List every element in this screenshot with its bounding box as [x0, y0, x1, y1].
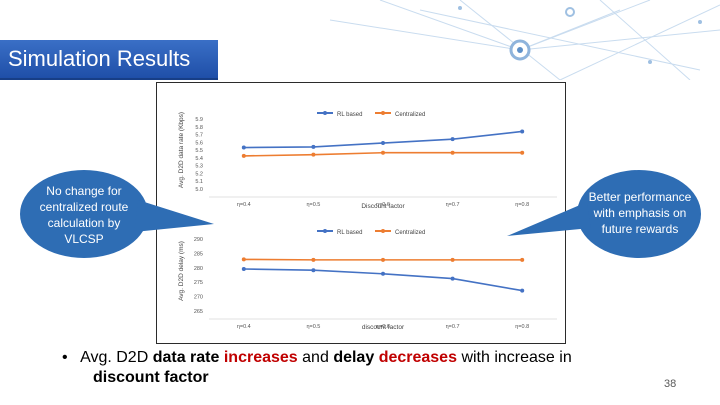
bullet-and: and [302, 349, 329, 366]
y-tick-label: 5.4 [195, 156, 203, 162]
data-point [241, 257, 246, 262]
x-axis-label: discount factor [362, 324, 405, 331]
legend-label: RL based [337, 112, 362, 118]
y-tick-label: 270 [194, 295, 203, 301]
y-tick-label: 5.7 [195, 133, 203, 139]
title-bar: Simulation Results [0, 40, 218, 80]
x-tick-label: η=0.8 [515, 202, 529, 208]
x-tick-label: η=0.7 [446, 202, 460, 208]
y-tick-label: 275 [194, 280, 203, 286]
y-tick-label: 5.1 [195, 179, 203, 185]
data-point [520, 129, 525, 134]
bullet-prefix: Avg. D2D [80, 349, 149, 366]
bullet-term-delay: delay [333, 349, 375, 366]
bullet-point: • Avg. D2D data rate increases and delay… [62, 348, 662, 388]
chart-frame: RL based Centralized 5.9 5.8 5.7 5.6 5.5 5.4 5.3… [156, 82, 566, 344]
right-callout: Better performance with emphasis on futu… [578, 189, 702, 237]
data-point [241, 145, 246, 150]
legend-marker [381, 111, 385, 115]
y-tick-label: 5.2 [195, 171, 203, 177]
data-point [381, 150, 385, 155]
page-number: 38 [664, 378, 677, 390]
left-callout-line: calculation by [47, 216, 121, 230]
data-point [450, 257, 455, 262]
bullet-tail: with increase in [461, 349, 572, 366]
y-tick-label: 5.5 [195, 148, 203, 154]
right-callout-shape [507, 170, 701, 258]
data-point [311, 152, 316, 157]
x-tick-label: η=0.6 [376, 202, 390, 208]
data-point [520, 257, 525, 262]
legend-label: Centralized [395, 230, 425, 236]
x-tick-label: η=0.8 [515, 324, 529, 330]
slide-title: Simulation Results [8, 46, 191, 71]
x-tick-label: η=0.4 [237, 202, 251, 208]
bullet-line2: discount factor [93, 369, 209, 386]
y-tick-label: 5.9 [195, 117, 203, 123]
x-tick-label: η=0.6 [376, 324, 390, 330]
y-axis-label: Avg. D2D data rate (Kbps) [178, 112, 185, 188]
legend-marker [381, 229, 385, 233]
bullet-marker: • [62, 349, 68, 366]
y-tick-label: 5.6 [195, 140, 203, 146]
right-callout-line: future rewards [601, 222, 679, 236]
data-point [241, 153, 246, 158]
x-tick-label: η=0.5 [306, 324, 320, 330]
y-tick-label: 265 [194, 309, 203, 315]
data-point [241, 267, 246, 271]
y-tick-label: 280 [194, 266, 203, 272]
data-point [450, 276, 455, 281]
y-tick-label: 5.8 [195, 125, 203, 131]
data-point [450, 137, 455, 142]
legend-marker [323, 229, 327, 233]
charts: RL based Centralized 5.9 5.8 5.75.6 5.5 5.4 5.3… [178, 111, 557, 331]
x-tick-label: η=0.5 [306, 202, 320, 208]
y-tick-label: 285 [194, 251, 203, 257]
data-point [520, 288, 525, 293]
legend-marker [323, 111, 327, 115]
y-tick-label: 290 [194, 237, 203, 243]
left-callout-line: No change for [46, 184, 122, 198]
legend-label: RL based [337, 230, 362, 236]
left-callout-shape [20, 170, 214, 258]
data-point [450, 150, 455, 155]
right-callout-line: Better performance [588, 190, 692, 204]
y-tick-label: 5.0 [195, 187, 203, 193]
left-callout-line: centralized route [39, 200, 129, 214]
legend-label: Centralized [395, 112, 425, 118]
left-callout: No change for centralized route calculat… [28, 183, 140, 247]
x-tick-label: η=0.4 [237, 324, 251, 330]
left-callout-line: VLCSP [64, 232, 104, 246]
bullet-term-increases: increases [223, 349, 298, 366]
y-tick-label: 5.3 [195, 164, 203, 170]
x-axis-label: Discount factor [361, 203, 405, 210]
data-point [311, 257, 316, 262]
bullet-term-data-rate: data rate [152, 349, 220, 366]
data-point [311, 144, 316, 149]
data-point [381, 141, 385, 146]
data-point [381, 257, 385, 262]
x-tick-label: η=0.7 [446, 324, 460, 330]
data-point [520, 150, 525, 155]
series-line-rl [243, 130, 523, 149]
bullet-term-decreases: decreases [378, 349, 457, 366]
data-point [311, 268, 316, 273]
data-point [381, 271, 385, 276]
y-axis-label: Avg. D2D delay (ms) [178, 241, 185, 301]
right-callout-line: with emphasis on [593, 206, 687, 220]
